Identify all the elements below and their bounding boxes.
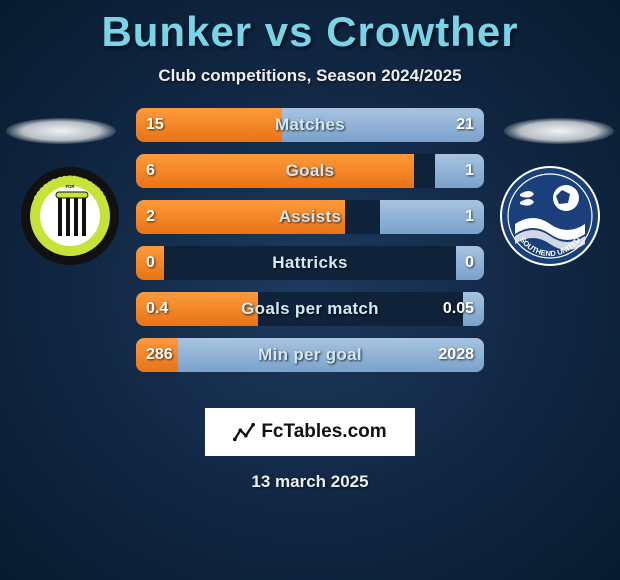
footer-date: 13 march 2025 — [0, 472, 620, 492]
stat-bars: Matches1521Goals61Assists21Hattricks00Go… — [136, 108, 484, 384]
stat-val-left: 286 — [136, 338, 183, 372]
stat-row: Hattricks0 0 — [136, 246, 484, 280]
crest-right: SOUTHEND UNITED — [500, 166, 600, 266]
stat-val-right: 0 — [455, 246, 484, 280]
svg-text:FGR: FGR — [66, 184, 75, 189]
stat-row: Matches15 21 — [136, 108, 484, 142]
crest-right-svg: SOUTHEND UNITED — [500, 166, 600, 266]
stat-val-right: 0.05 — [433, 292, 484, 326]
logo-text-a: Fc — [261, 421, 283, 442]
crest-left: FGR FOREST GREEN ROVERS FOOTBALL CLUB — [20, 166, 120, 266]
logo-text-b: Tables — [284, 421, 343, 442]
stat-label: Goals per match — [136, 292, 484, 326]
stat-val-right: 21 — [446, 108, 484, 142]
subtitle: Club competitions, Season 2024/2025 — [0, 66, 620, 86]
stat-label: Goals — [136, 154, 484, 188]
page-title: Bunker vs Crowther — [0, 0, 620, 56]
crest-left-svg: FGR FOREST GREEN ROVERS FOOTBALL CLUB — [20, 166, 120, 266]
stat-val-right: 1 — [455, 154, 484, 188]
comparison-arena: FGR FOREST GREEN ROVERS FOOTBALL CLUB SO — [0, 108, 620, 398]
logo-text-c: .com — [342, 421, 386, 442]
stat-label: Matches — [136, 108, 484, 142]
stat-row: Goals per match0.4 0.05 — [136, 292, 484, 326]
stat-val-left: 15 — [136, 108, 174, 142]
stat-label: Hattricks — [136, 246, 484, 280]
stat-row: Assists2 1 — [136, 200, 484, 234]
stat-row: Goals6 1 — [136, 154, 484, 188]
stat-val-right: 1 — [455, 200, 484, 234]
stat-val-left: 2 — [136, 200, 165, 234]
footer-logo: FcTables.com — [205, 408, 415, 456]
chart-icon — [233, 421, 255, 443]
stat-val-left: 6 — [136, 154, 165, 188]
stat-val-left: 0 — [136, 246, 165, 280]
spotlight-left — [6, 118, 116, 144]
spotlight-right — [504, 118, 614, 144]
stat-val-right: 2028 — [428, 338, 484, 372]
stat-val-left: 0.4 — [136, 292, 178, 326]
stat-row: Min per goal2862028 — [136, 338, 484, 372]
stat-label: Assists — [136, 200, 484, 234]
footer-logo-text: FcTables.com — [261, 421, 386, 443]
